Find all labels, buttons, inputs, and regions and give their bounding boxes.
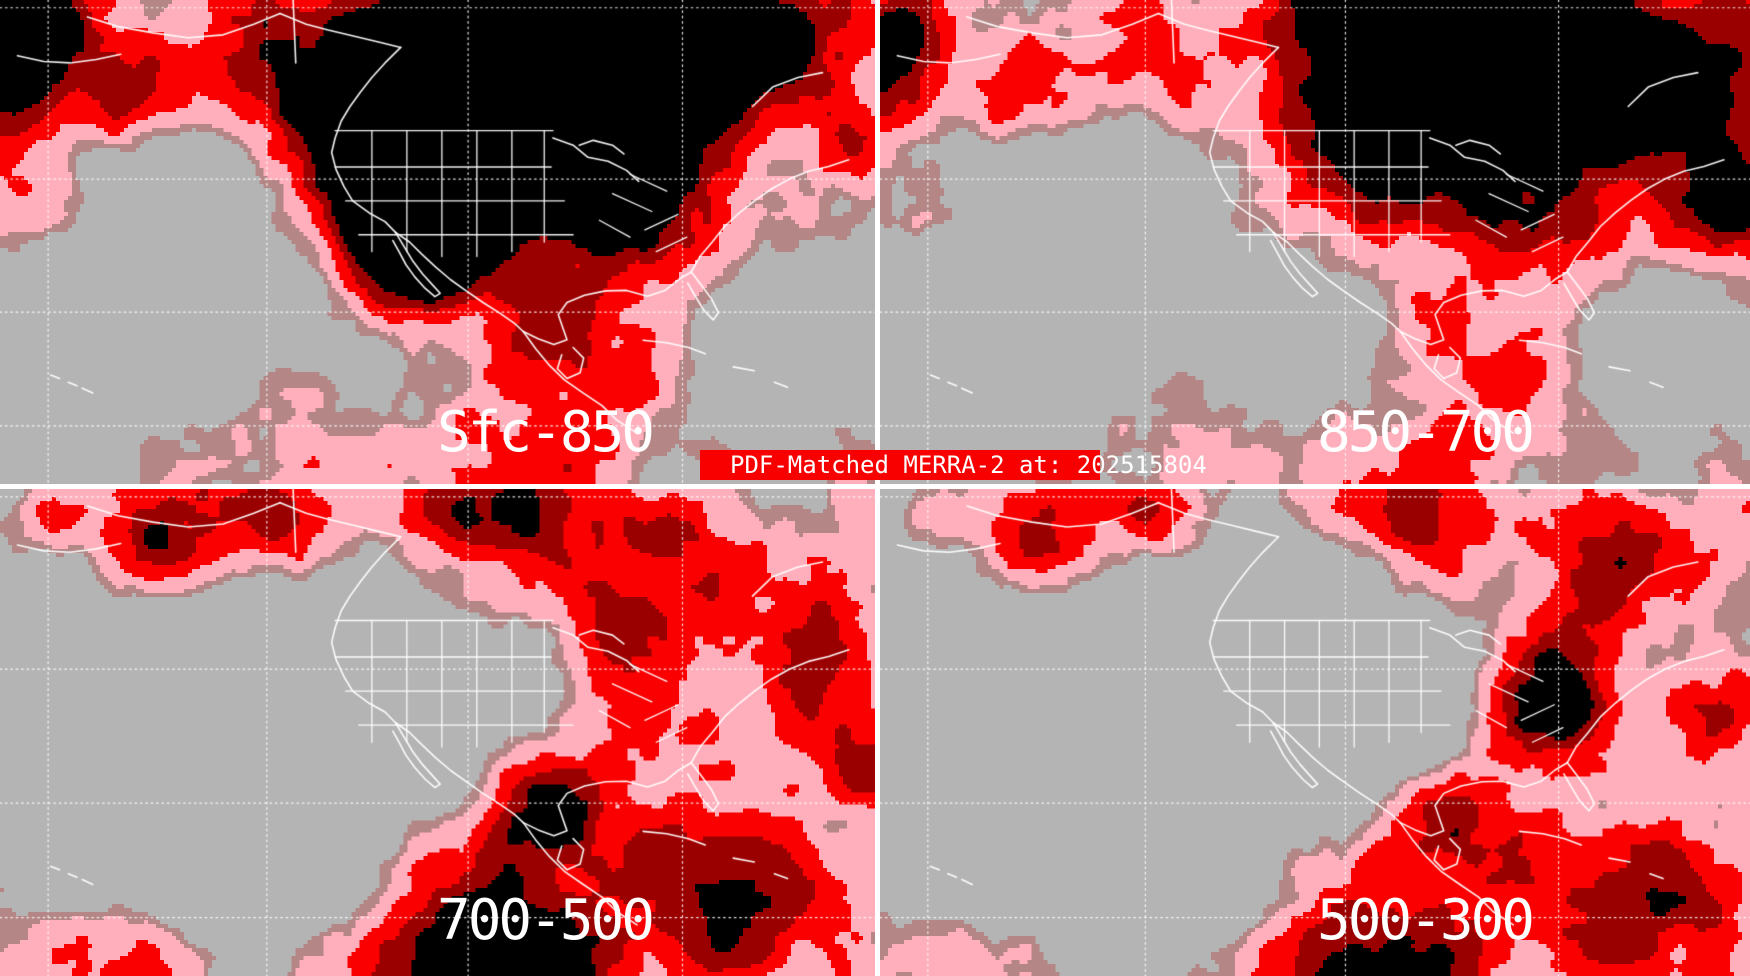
map-overlay-500-300 [880, 489, 1750, 976]
panel-850-700: 850-700 [880, 0, 1750, 484]
panel-label-500-300: 500-300 [1317, 888, 1535, 953]
title-banner-text: PDF-Matched MERRA-2 at: 202515804 [730, 451, 1207, 479]
map-overlay-700-500 [0, 489, 875, 976]
panel-label-sfc-850: Sfc-850 [437, 400, 655, 465]
map-overlay-850-700 [880, 0, 1750, 484]
panel-label-700-500: 700-500 [437, 888, 655, 953]
panel-500-300: 500-300 [880, 489, 1750, 976]
panel-sfc-850: Sfc-850 [0, 0, 875, 484]
title-banner: PDF-Matched MERRA-2 at: 202515804 [700, 450, 1207, 480]
map-overlay-sfc-850 [0, 0, 875, 484]
horizontal-divider [0, 484, 1750, 489]
panel-700-500: 700-500 [0, 489, 875, 976]
panel-label-850-700: 850-700 [1317, 400, 1535, 465]
